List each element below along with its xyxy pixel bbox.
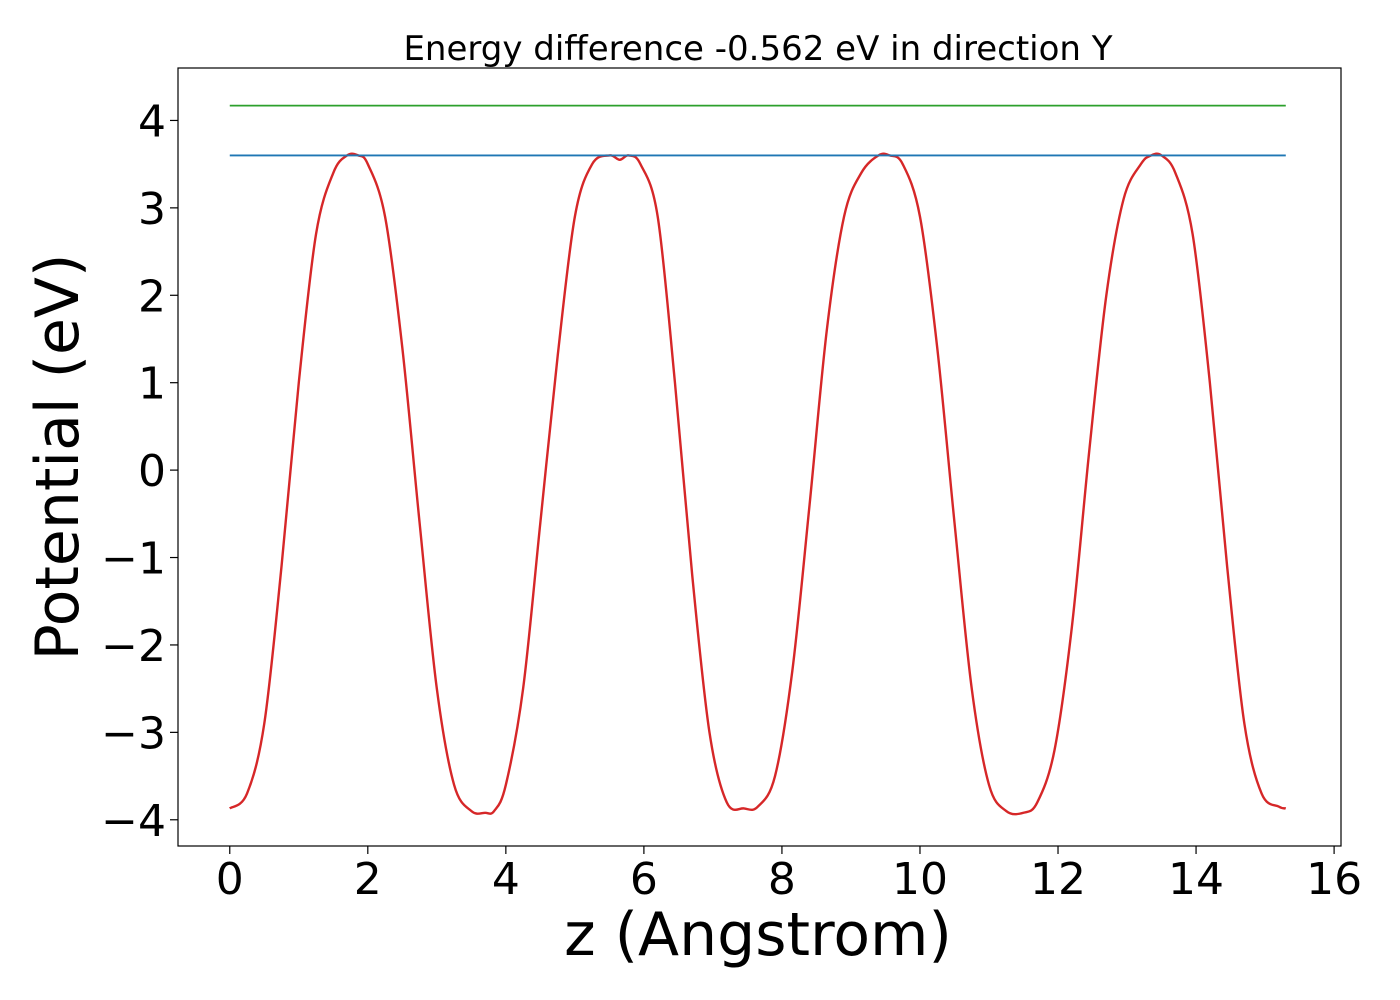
y-tick-label: 1 (138, 359, 166, 410)
x-tick-label: 16 (1306, 854, 1362, 905)
plot-area-frame (177, 67, 1342, 847)
y-tick-label: 3 (138, 184, 166, 235)
y-tick-label: −1 (101, 534, 166, 585)
y-tick-label: −3 (101, 708, 166, 759)
y-tick-label: 4 (138, 96, 166, 147)
x-tick-label: 4 (492, 854, 520, 905)
x-axis-ticks: 0 2 4 6 8 10 12 14 16 (216, 846, 1362, 905)
series-group (228, 104, 1287, 816)
y-axis-ticks: −4 −3 −2 −1 0 1 2 3 4 (101, 96, 178, 847)
y-tick-label: 2 (138, 271, 166, 322)
x-tick-label: 8 (768, 854, 796, 905)
x-tick-label: 6 (630, 854, 658, 905)
x-tick-label: 14 (1168, 854, 1224, 905)
series-line-0 (228, 152, 1287, 816)
x-tick-label: 12 (1030, 854, 1086, 905)
x-tick-label: 10 (892, 854, 948, 905)
y-axis-label: Potential (eV) (23, 254, 93, 661)
chart-title: Energy difference -0.562 eV in direction… (403, 29, 1112, 69)
y-tick-label: −4 (101, 796, 166, 847)
x-axis-label: z (Angstrom) (564, 900, 952, 970)
x-tick-label: 0 (216, 854, 244, 905)
y-tick-label: −2 (101, 621, 166, 672)
x-tick-label: 2 (354, 854, 382, 905)
y-tick-label: 0 (138, 446, 166, 497)
